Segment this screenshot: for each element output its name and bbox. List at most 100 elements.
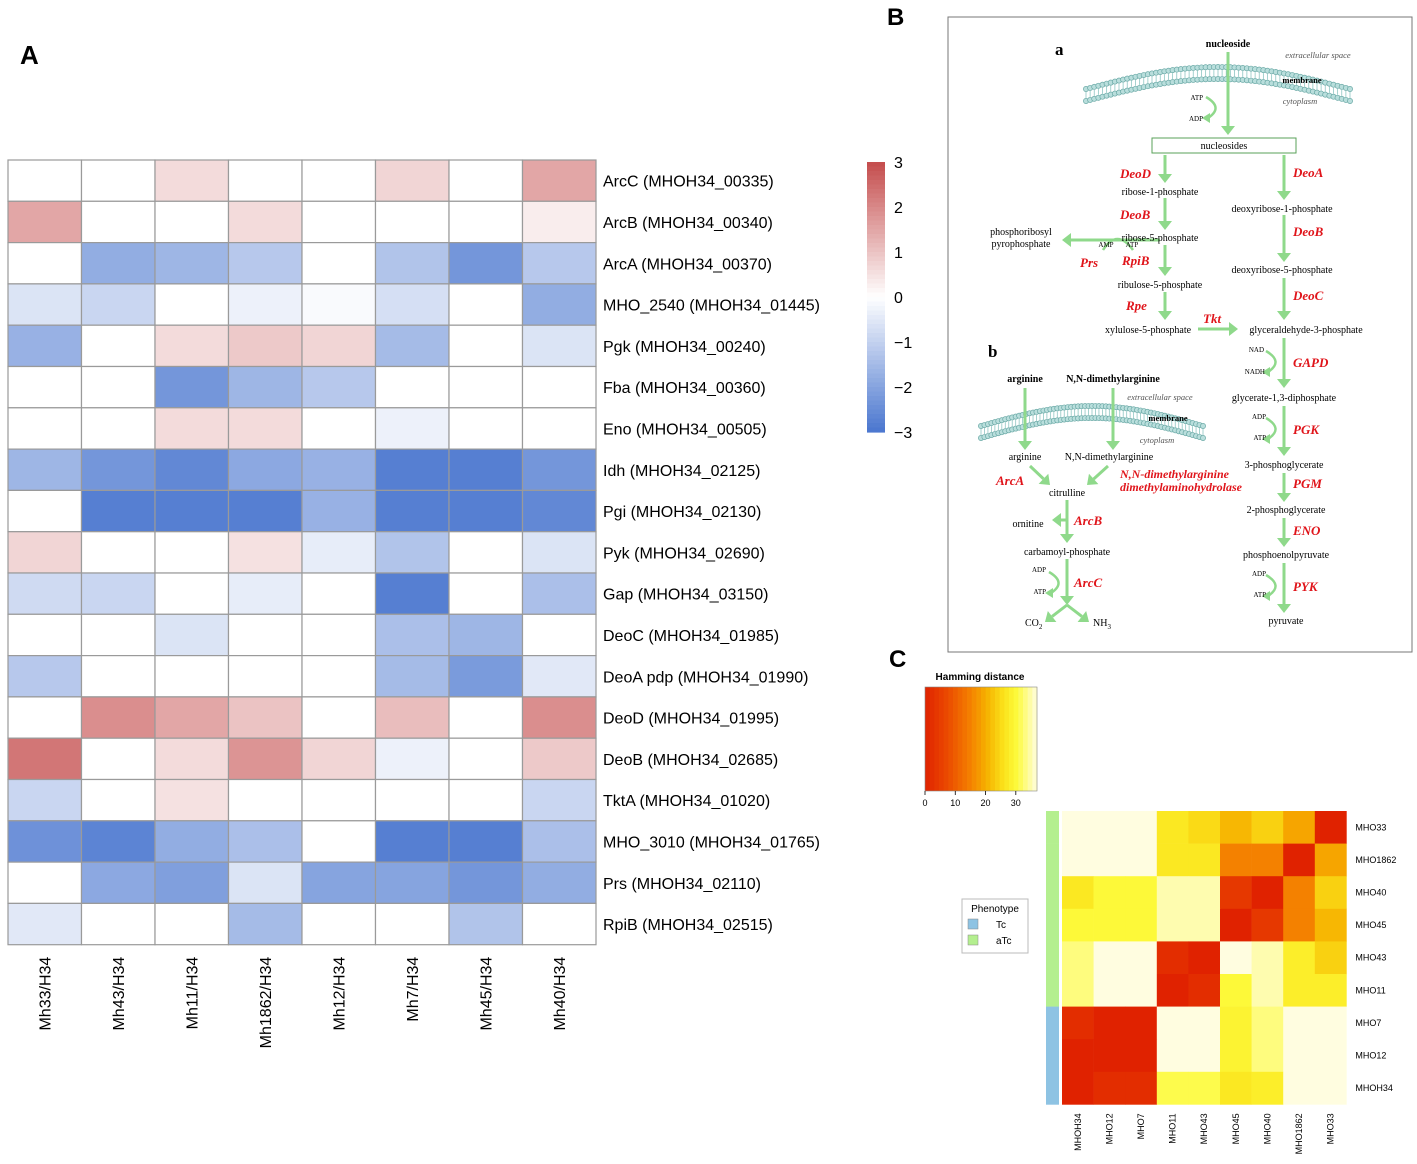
hamming-colorbar-tick-label: 20 [981,798,991,808]
hamming-cell-r5-c2 [1125,974,1158,1007]
colorbar-segment [867,202,885,208]
arrow-nh3-head [1077,610,1089,623]
heat-cell-r4-c6 [448,324,524,368]
colorbar-segment [867,387,885,393]
colorbar-segment [867,256,885,262]
heat-cell-r7-c3 [227,448,303,492]
hamming-cell-r3-c5 [1220,908,1252,942]
phenotype-bar [1046,1006,1059,1040]
heat-cell-r0-c2 [154,159,230,202]
heat-cell-r13-c6 [448,696,524,739]
colorbar-segment [867,261,885,267]
hamming-cell-r4-c3 [1156,941,1189,975]
heat-cell-r17-c2 [154,861,230,904]
heat-cell-r11-c2 [154,613,230,657]
heat-cell-r7-c5 [374,448,450,492]
heat-cell-r17-c4 [301,861,377,904]
legend-title: Phenotype [971,904,1019,915]
enzyme-arcc: ArcC [1073,575,1103,590]
heat-cell-r13-c2 [154,696,230,739]
heat-cell-r16-c4 [301,820,377,863]
hamming-cell-r3-c3 [1156,908,1189,942]
colorbar-segment [867,229,885,235]
heat-cell-r1-c4 [301,200,377,244]
heat-cell-r16-c3 [227,820,303,863]
heat-cell-r17-c6 [448,861,524,904]
enzyme-eno: ENO [1292,523,1321,538]
legend-label-atc: aTc [996,936,1012,947]
hamming-colorbar-segment [985,687,991,791]
hamming-cell-r8-c7 [1283,1071,1316,1105]
heat-cell-r17-c7 [521,861,597,904]
heat-cell-r12-c5 [374,654,450,698]
hamming-cell-r0-c7 [1283,811,1316,844]
cofactor-adp-atp-3-head [1045,588,1053,598]
hamming-cell-r0-c2 [1125,811,1158,844]
heat-cell-r0-c6 [448,159,524,202]
enzyme-gapd: GAPD [1293,355,1329,370]
colorbar-tick-label: −3 [894,425,912,442]
heat-cell-r18-c6 [448,902,524,946]
heat-cell-r12-c2 [154,654,230,698]
colorbar-segment [867,324,885,330]
extracellular-label-2: extracellular space [1127,392,1193,402]
colorbar-segment [867,216,885,222]
heat-cell-r10-c7 [521,572,597,615]
heat-cell-r2-c2 [154,242,230,285]
hamming-colorbar-segment [953,687,959,791]
legend-label-tc: Tc [996,920,1006,931]
column-label: Mh11/H34 [185,957,202,1030]
hamming-cell-r7-c6 [1251,1039,1284,1073]
adp-label-2: ADP [1252,413,1266,421]
adp-label-3: ADP [1252,570,1266,578]
adp-label: ADP [1189,115,1203,123]
subpanel-label-b: b [988,342,997,361]
hamming-cell-r7-c1 [1093,1039,1126,1073]
hamming-cell-r2-c0 [1062,876,1094,910]
heat-cell-r5-c2 [154,365,230,409]
heat-cell-r1-c0 [7,200,83,244]
arrow-deoa-head [1277,191,1291,200]
atp-label-2: ATP [1126,241,1139,249]
row-label: Prs (MHOH34_02110) [603,876,761,893]
heat-cell-r17-c0 [7,861,83,904]
hamming-cell-r4-c1 [1093,941,1126,975]
hamming-cell-r1-c6 [1251,843,1284,877]
hamming-row-label: MHO43 [1355,953,1386,963]
colorbar-segment [867,328,885,334]
arrow-gapd-head [1277,379,1291,388]
hamming-cell-r8-c3 [1156,1071,1189,1105]
heat-cell-r9-c6 [448,531,524,574]
cytoplasm-label-2: cytoplasm [1140,435,1174,445]
hamming-row-label: MHO40 [1355,888,1386,898]
colorbar-segment [867,288,885,294]
row-label: Fba (MHOH34_00360) [603,380,766,397]
arginine-int: arginine [1009,452,1042,463]
row-label: MHO_3010 (MHOH34_01765) [603,834,820,851]
row-label: Pgk (MHOH34_00240) [603,339,766,356]
heat-cell-r4-c4 [301,324,377,368]
hamming-cell-r5-c3 [1156,974,1189,1007]
hamming-colorbar-segment [976,687,982,791]
hamming-cell-r6-c2 [1125,1006,1158,1040]
heat-cell-r15-c7 [521,778,597,822]
hamming-cell-r0-c1 [1093,811,1126,844]
arginine-ext: arginine [1007,374,1043,385]
atp-label-4: ATP [1254,591,1267,599]
arrow-rpib-head [1158,267,1172,276]
pyruvate: pyruvate [1269,616,1305,627]
row-label: DeoD (MHOH34_01995) [603,711,779,728]
heat-cell-r15-c0 [7,778,83,822]
colorbar-segment [867,270,885,276]
heat-cell-r15-c4 [301,778,377,822]
heat-cell-r4-c1 [80,324,156,368]
column-label: Mh40/H34 [552,957,569,1031]
heat-cell-r8-c6 [448,489,524,533]
heat-cell-r14-c6 [448,737,524,781]
nucleosides-label: nucleosides [1201,141,1248,152]
colorbar-segment [867,364,885,370]
row-label: ArcC (MHOH34_00335) [603,174,774,191]
hamming-colorbar-segment [925,687,931,791]
heat-cell-r8-c0 [7,489,83,533]
enzyme-arca: ArcA [995,473,1025,488]
